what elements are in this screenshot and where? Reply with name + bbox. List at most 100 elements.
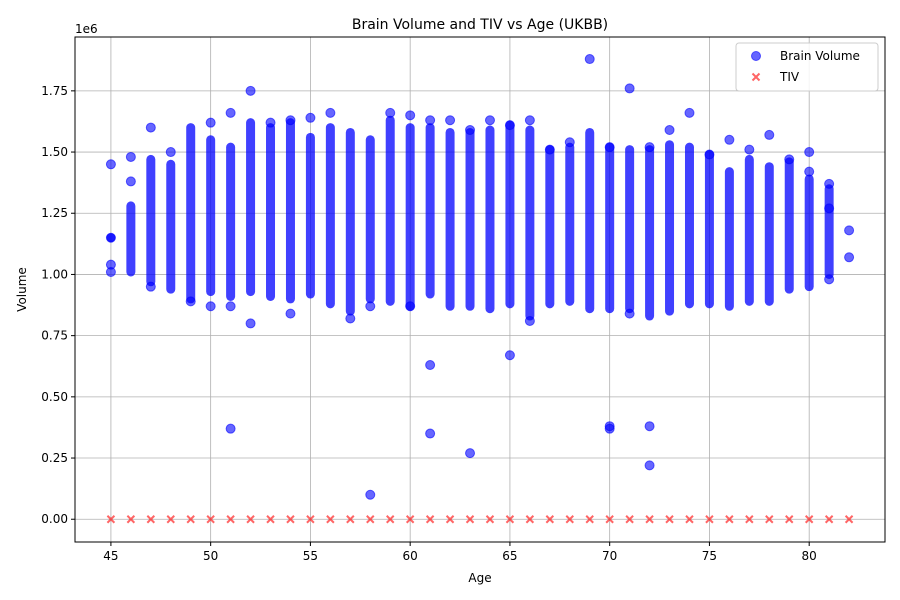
tiv-point bbox=[226, 515, 235, 524]
brain-volume-point bbox=[824, 203, 835, 214]
legend-marker-tiv bbox=[751, 72, 761, 82]
tiv-point bbox=[465, 515, 475, 524]
brain-volume-point bbox=[105, 159, 116, 170]
brain-volume-point bbox=[604, 423, 615, 434]
brain-volume-point bbox=[744, 144, 755, 155]
brain-volume-point bbox=[484, 115, 495, 126]
x-tick-label: 55 bbox=[303, 549, 318, 563]
brain-volume-point bbox=[465, 125, 476, 136]
brain-volume-point bbox=[524, 115, 535, 126]
brain-volume-point bbox=[285, 115, 296, 126]
brain-volume-point bbox=[684, 107, 695, 118]
legend-label-brain-volume: Brain Volume bbox=[780, 49, 860, 63]
brain-volume-point bbox=[225, 301, 236, 312]
y-tick-label: 1.25 bbox=[41, 206, 68, 220]
tiv-point bbox=[844, 515, 854, 524]
plot-area bbox=[75, 37, 885, 542]
y-tick-label: 1.75 bbox=[41, 84, 68, 98]
brain-volume-point bbox=[185, 296, 196, 307]
tiv-point bbox=[206, 515, 215, 524]
brain-volume-point bbox=[644, 142, 655, 153]
brain-volume-point bbox=[385, 107, 396, 118]
legend-box bbox=[735, 42, 879, 92]
axis-ticks: 45 50 55 60 65 70 75 80 0.00 0.25 0.50 0.75 1.00 1.25… bbox=[41, 84, 817, 563]
brain-volume-point bbox=[245, 85, 256, 96]
tiv-point bbox=[804, 515, 814, 524]
tiv-point bbox=[346, 515, 355, 524]
chart-title: Brain Volume and TIV vs Age (UKBB) bbox=[352, 17, 608, 33]
brain-volume-point bbox=[704, 149, 715, 160]
tiv-point bbox=[545, 515, 555, 524]
legend: Brain Volume TIV bbox=[735, 42, 879, 92]
x-tick-label: 60 bbox=[403, 549, 418, 563]
x-tick-label: 45 bbox=[103, 549, 118, 563]
tiv-point bbox=[485, 515, 495, 524]
brain-volume-point bbox=[804, 147, 815, 158]
brain-volume-point bbox=[784, 154, 795, 165]
brain-volume-point bbox=[305, 112, 316, 123]
brain-volume-point bbox=[844, 225, 855, 236]
tiv-point bbox=[824, 515, 834, 524]
tiv-point bbox=[445, 515, 455, 524]
brain-volume-point bbox=[285, 308, 296, 319]
brain-volume-point bbox=[105, 232, 116, 243]
brain-volume-point bbox=[465, 448, 476, 459]
tiv-point bbox=[525, 515, 535, 524]
tiv-point bbox=[126, 515, 136, 524]
brain-volume-point bbox=[405, 301, 416, 312]
tiv-point bbox=[386, 515, 395, 524]
brain-volume-point bbox=[125, 151, 136, 162]
brain-volume-point bbox=[425, 360, 436, 371]
tiv-point bbox=[565, 515, 574, 524]
y-tick-label: 1.50 bbox=[41, 145, 68, 159]
tiv-point bbox=[166, 515, 175, 524]
brain-volume-point bbox=[425, 115, 436, 126]
brain-volume-point bbox=[245, 318, 256, 329]
tiv-point bbox=[405, 515, 415, 524]
brain-volume-point bbox=[325, 107, 336, 118]
tiv-point bbox=[425, 515, 435, 524]
x-tick-label: 75 bbox=[702, 549, 717, 563]
brain-volume-point bbox=[524, 315, 535, 326]
brain-volume-point bbox=[425, 428, 436, 439]
brain-volume-point bbox=[504, 120, 515, 131]
plot-frame bbox=[74, 36, 886, 543]
brain-volume-point bbox=[804, 166, 815, 177]
tiv-point bbox=[246, 515, 255, 524]
tiv-point bbox=[585, 515, 594, 524]
brain-volume-point bbox=[624, 308, 635, 319]
tiv-point bbox=[366, 515, 375, 524]
brain-volume-point bbox=[445, 115, 456, 126]
brain-volume-point bbox=[504, 350, 515, 361]
tiv-point bbox=[326, 515, 335, 524]
x-tick-label: 50 bbox=[203, 549, 218, 563]
tiv-point bbox=[186, 515, 195, 524]
brain-volume-point bbox=[365, 489, 376, 500]
brain-volume-point bbox=[644, 460, 655, 471]
tiv-point bbox=[146, 515, 156, 524]
data-points bbox=[105, 54, 855, 524]
brain-volume-point bbox=[225, 423, 236, 434]
brain-volume-point bbox=[844, 252, 855, 263]
x-tick-label: 65 bbox=[502, 549, 517, 563]
y-axis-label: Volume bbox=[15, 267, 29, 312]
tiv-point bbox=[745, 515, 754, 524]
tiv-point bbox=[645, 515, 654, 524]
brain-volume-point bbox=[644, 421, 655, 432]
brain-volume-point bbox=[664, 125, 675, 136]
brain-volume-point bbox=[345, 313, 356, 324]
tiv-point bbox=[685, 515, 694, 524]
x-tick-label: 70 bbox=[602, 549, 617, 563]
legend-marker-brain-volume bbox=[751, 51, 761, 61]
brain-volume-point bbox=[564, 137, 575, 148]
brain-volume-point bbox=[125, 176, 136, 187]
tiv-point bbox=[286, 515, 295, 524]
brain-volume-point bbox=[145, 122, 156, 133]
tiv-point bbox=[625, 515, 634, 524]
tiv-point bbox=[665, 515, 674, 524]
legend-label-tiv: TIV bbox=[779, 70, 800, 84]
tiv-point bbox=[306, 515, 315, 524]
x-axis-label: Age bbox=[468, 571, 491, 585]
y-tick-label: 0.25 bbox=[41, 451, 68, 465]
tiv-point bbox=[505, 515, 515, 524]
